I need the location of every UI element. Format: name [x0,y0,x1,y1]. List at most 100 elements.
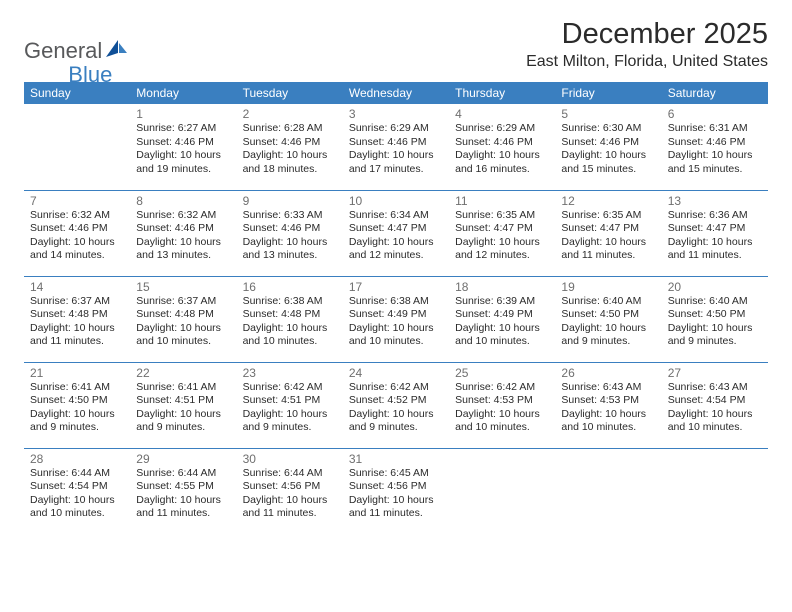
day-info: Sunrise: 6:40 AMSunset: 4:50 PMDaylight:… [561,295,655,350]
daylight-text: Daylight: 10 hours and 10 minutes. [668,408,762,435]
calendar-page: General Blue December 2025 East Milton, … [0,0,792,534]
calendar-day-cell: 4Sunrise: 6:29 AMSunset: 4:46 PMDaylight… [449,104,555,190]
daylight-text: Daylight: 10 hours and 16 minutes. [455,149,549,176]
day-number: 15 [136,280,230,294]
sunset-text: Sunset: 4:51 PM [243,394,337,408]
calendar-day-cell: 23Sunrise: 6:42 AMSunset: 4:51 PMDayligh… [237,362,343,448]
sunrise-text: Sunrise: 6:27 AM [136,122,230,136]
day-info: Sunrise: 6:28 AMSunset: 4:46 PMDaylight:… [243,122,337,177]
day-info: Sunrise: 6:42 AMSunset: 4:51 PMDaylight:… [243,381,337,436]
day-number: 30 [243,452,337,466]
daylight-text: Daylight: 10 hours and 14 minutes. [30,236,124,263]
day-number: 19 [561,280,655,294]
calendar-week-row: 28Sunrise: 6:44 AMSunset: 4:54 PMDayligh… [24,448,768,534]
sunset-text: Sunset: 4:47 PM [668,222,762,236]
calendar-week-row: 1Sunrise: 6:27 AMSunset: 4:46 PMDaylight… [24,104,768,190]
calendar-day-cell [449,448,555,534]
calendar-day-cell: 17Sunrise: 6:38 AMSunset: 4:49 PMDayligh… [343,276,449,362]
sunrise-text: Sunrise: 6:36 AM [668,209,762,223]
sunset-text: Sunset: 4:49 PM [455,308,549,322]
daylight-text: Daylight: 10 hours and 19 minutes. [136,149,230,176]
calendar-day-cell: 22Sunrise: 6:41 AMSunset: 4:51 PMDayligh… [130,362,236,448]
sunset-text: Sunset: 4:46 PM [349,136,443,150]
sunset-text: Sunset: 4:56 PM [349,480,443,494]
sunset-text: Sunset: 4:50 PM [561,308,655,322]
brand-text-general: General [24,38,102,64]
daylight-text: Daylight: 10 hours and 11 minutes. [668,236,762,263]
sunrise-text: Sunrise: 6:38 AM [243,295,337,309]
sunset-text: Sunset: 4:46 PM [243,222,337,236]
calendar-day-cell: 15Sunrise: 6:37 AMSunset: 4:48 PMDayligh… [130,276,236,362]
calendar-body: 1Sunrise: 6:27 AMSunset: 4:46 PMDaylight… [24,104,768,534]
day-info: Sunrise: 6:43 AMSunset: 4:53 PMDaylight:… [561,381,655,436]
brand-sail-icon [106,40,128,63]
sunrise-text: Sunrise: 6:43 AM [561,381,655,395]
page-header: General Blue December 2025 East Milton, … [24,18,768,76]
daylight-text: Daylight: 10 hours and 12 minutes. [349,236,443,263]
sunrise-text: Sunrise: 6:42 AM [455,381,549,395]
calendar-day-cell: 3Sunrise: 6:29 AMSunset: 4:46 PMDaylight… [343,104,449,190]
calendar-day-cell [24,104,130,190]
day-number: 29 [136,452,230,466]
daylight-text: Daylight: 10 hours and 11 minutes. [561,236,655,263]
sunrise-text: Sunrise: 6:42 AM [349,381,443,395]
day-number: 26 [561,366,655,380]
calendar-day-cell: 28Sunrise: 6:44 AMSunset: 4:54 PMDayligh… [24,448,130,534]
sunset-text: Sunset: 4:48 PM [243,308,337,322]
day-number: 1 [136,107,230,121]
day-info: Sunrise: 6:29 AMSunset: 4:46 PMDaylight:… [349,122,443,177]
calendar-day-cell [662,448,768,534]
sunset-text: Sunset: 4:46 PM [243,136,337,150]
calendar-day-cell: 13Sunrise: 6:36 AMSunset: 4:47 PMDayligh… [662,190,768,276]
calendar-day-cell: 30Sunrise: 6:44 AMSunset: 4:56 PMDayligh… [237,448,343,534]
day-info: Sunrise: 6:30 AMSunset: 4:46 PMDaylight:… [561,122,655,177]
sunrise-text: Sunrise: 6:31 AM [668,122,762,136]
sunset-text: Sunset: 4:50 PM [668,308,762,322]
daylight-text: Daylight: 10 hours and 9 minutes. [668,322,762,349]
sunrise-text: Sunrise: 6:43 AM [668,381,762,395]
sunrise-text: Sunrise: 6:28 AM [243,122,337,136]
day-number: 14 [30,280,124,294]
day-info: Sunrise: 6:42 AMSunset: 4:52 PMDaylight:… [349,381,443,436]
calendar-day-cell: 19Sunrise: 6:40 AMSunset: 4:50 PMDayligh… [555,276,661,362]
daylight-text: Daylight: 10 hours and 13 minutes. [243,236,337,263]
sunset-text: Sunset: 4:46 PM [136,136,230,150]
sunrise-text: Sunrise: 6:29 AM [455,122,549,136]
day-info: Sunrise: 6:44 AMSunset: 4:54 PMDaylight:… [30,467,124,522]
sunrise-text: Sunrise: 6:32 AM [136,209,230,223]
day-number: 18 [455,280,549,294]
sunset-text: Sunset: 4:54 PM [30,480,124,494]
day-info: Sunrise: 6:43 AMSunset: 4:54 PMDaylight:… [668,381,762,436]
daylight-text: Daylight: 10 hours and 11 minutes. [243,494,337,521]
day-number: 6 [668,107,762,121]
sunset-text: Sunset: 4:46 PM [136,222,230,236]
day-info: Sunrise: 6:38 AMSunset: 4:49 PMDaylight:… [349,295,443,350]
sunset-text: Sunset: 4:55 PM [136,480,230,494]
weekday-header: Monday [130,82,236,104]
weekday-header: Thursday [449,82,555,104]
calendar-day-cell: 12Sunrise: 6:35 AMSunset: 4:47 PMDayligh… [555,190,661,276]
calendar-day-cell: 11Sunrise: 6:35 AMSunset: 4:47 PMDayligh… [449,190,555,276]
calendar-day-cell: 21Sunrise: 6:41 AMSunset: 4:50 PMDayligh… [24,362,130,448]
daylight-text: Daylight: 10 hours and 11 minutes. [136,494,230,521]
sunset-text: Sunset: 4:54 PM [668,394,762,408]
day-info: Sunrise: 6:36 AMSunset: 4:47 PMDaylight:… [668,209,762,264]
calendar-day-cell: 2Sunrise: 6:28 AMSunset: 4:46 PMDaylight… [237,104,343,190]
day-info: Sunrise: 6:41 AMSunset: 4:50 PMDaylight:… [30,381,124,436]
day-info: Sunrise: 6:44 AMSunset: 4:55 PMDaylight:… [136,467,230,522]
sunset-text: Sunset: 4:53 PM [455,394,549,408]
calendar-day-cell: 8Sunrise: 6:32 AMSunset: 4:46 PMDaylight… [130,190,236,276]
sunset-text: Sunset: 4:56 PM [243,480,337,494]
day-number: 10 [349,194,443,208]
day-number: 11 [455,194,549,208]
calendar-day-cell [555,448,661,534]
sunrise-text: Sunrise: 6:34 AM [349,209,443,223]
sunset-text: Sunset: 4:49 PM [349,308,443,322]
sunrise-text: Sunrise: 6:41 AM [30,381,124,395]
calendar-head: Sunday Monday Tuesday Wednesday Thursday… [24,82,768,104]
sunrise-text: Sunrise: 6:42 AM [243,381,337,395]
sunrise-text: Sunrise: 6:40 AM [668,295,762,309]
day-info: Sunrise: 6:40 AMSunset: 4:50 PMDaylight:… [668,295,762,350]
day-info: Sunrise: 6:32 AMSunset: 4:46 PMDaylight:… [30,209,124,264]
daylight-text: Daylight: 10 hours and 18 minutes. [243,149,337,176]
